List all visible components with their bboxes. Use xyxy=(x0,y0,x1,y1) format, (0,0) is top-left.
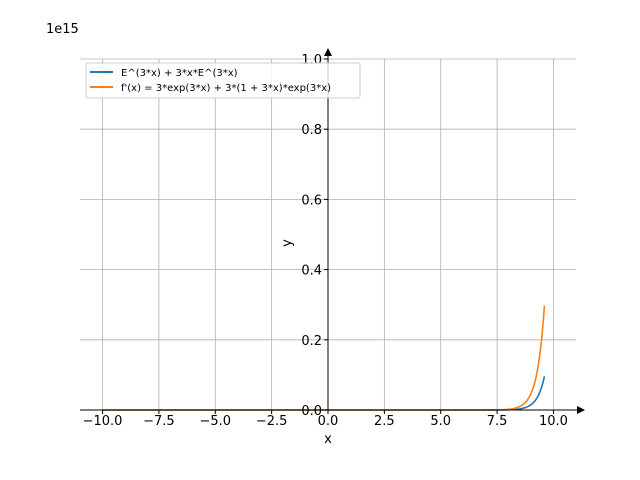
axes xyxy=(80,48,585,414)
x-tick-label: 5.0 xyxy=(430,414,451,429)
x-tick-label: −2.5 xyxy=(256,414,288,429)
x-axis-arrow xyxy=(577,406,585,414)
legend-frame xyxy=(85,62,361,99)
x-tick-label: −5.0 xyxy=(199,414,231,429)
series-lines xyxy=(102,305,546,411)
x-axis-label: x xyxy=(324,432,332,447)
x-tick-label: 10.0 xyxy=(539,414,568,429)
x-tick-label: 0.0 xyxy=(318,414,339,429)
series-line-2 xyxy=(102,305,546,411)
x-tick-label: 7.5 xyxy=(487,414,508,429)
y-offset-label: 1e15 xyxy=(46,22,79,37)
x-tick-label: −10.0 xyxy=(83,414,123,429)
ticks: −10.0 −7.5 −5.0 −2.5 0.0 2.5 5.0 7.5 10.0 0.0 0.2 0… xyxy=(83,53,568,429)
x-tick-label: −7.5 xyxy=(143,414,175,429)
y-axis-arrow xyxy=(324,48,332,56)
series-line-1 xyxy=(102,376,546,411)
y-tick-label: 0.0 xyxy=(301,404,322,419)
y-tick-label: 0.2 xyxy=(301,334,322,349)
y-tick-label: 0.4 xyxy=(301,264,322,279)
legend: E^(3*x) + 3*x*E^(3*x) f'(x) = 3*exp(3*x)… xyxy=(85,62,361,99)
y-tick-label: 0.6 xyxy=(301,193,322,208)
legend-label-series-1: E^(3*x) + 3*x*E^(3*x) xyxy=(121,68,238,79)
x-tick-label: 2.5 xyxy=(374,414,395,429)
legend-label-series-2: f'(x) = 3*exp(3*x) + 3*(1 + 3*x)*exp(3*x… xyxy=(121,83,331,94)
y-axis-label: y xyxy=(280,239,295,247)
y-tick-label: 0.8 xyxy=(301,123,322,138)
